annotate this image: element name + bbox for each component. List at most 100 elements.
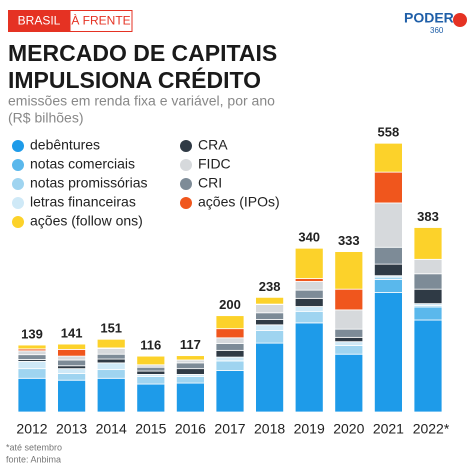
bar-segment — [255, 330, 285, 344]
x-tick-label: 2020 — [333, 421, 364, 437]
legend-swatch — [180, 159, 192, 171]
bar-segment — [175, 382, 205, 413]
total-label: 333 — [338, 233, 360, 248]
bar-segment — [334, 336, 364, 343]
bar-segment — [255, 342, 285, 413]
tag-box — [69, 10, 133, 32]
bar-segment — [334, 353, 364, 413]
bar-segment — [96, 348, 126, 355]
bar-segment — [136, 366, 166, 372]
x-tick-label: 2014 — [96, 421, 127, 437]
chart-subtitle: (R$ bilhões) — [8, 110, 83, 126]
bar-segment — [294, 306, 324, 312]
bar-segment — [373, 279, 403, 293]
bar-segment — [17, 344, 47, 350]
bar-segment — [294, 278, 324, 282]
total-label: 141 — [61, 326, 83, 341]
bar-segment — [413, 227, 443, 260]
bar-segment — [334, 288, 364, 311]
bar-segment — [413, 319, 443, 413]
bar-segment — [373, 142, 403, 173]
bar-segment — [136, 375, 166, 385]
bar-segment — [136, 383, 166, 413]
logo-dot — [453, 13, 467, 27]
legend-swatch — [180, 178, 192, 190]
legend-swatch — [12, 178, 24, 190]
chart-title: MERCADO DE CAPITAIS — [8, 40, 277, 66]
legend-label: ações (IPOs) — [198, 194, 280, 210]
bar-segment — [57, 368, 86, 374]
total-label: 117 — [180, 337, 201, 352]
bar-segment — [57, 359, 86, 367]
bar-segment — [294, 247, 324, 279]
bar-segment — [413, 288, 443, 305]
legend-label: notas comerciais — [30, 156, 135, 172]
footnote: *até setembro — [6, 442, 62, 452]
bar-segment — [96, 377, 126, 413]
legend-label: CRI — [198, 175, 222, 191]
legend-swatch — [12, 140, 24, 152]
bar-segment — [175, 362, 205, 370]
bar-segment — [96, 358, 126, 364]
total-label: 340 — [298, 230, 320, 245]
bar-segment — [294, 297, 324, 307]
bar-segment — [136, 355, 166, 366]
bar-segment — [215, 315, 245, 330]
legend-label: notas promissórias — [30, 175, 148, 191]
tag: BRASIL — [18, 14, 61, 28]
footnote: fonte: Anbima — [6, 454, 61, 464]
total-label: 558 — [378, 125, 400, 140]
bar-segment — [215, 360, 245, 371]
bar-segment — [215, 337, 245, 345]
legend-swatch — [12, 159, 24, 171]
bar-segment — [57, 365, 86, 370]
x-tick-label: 2017 — [214, 421, 245, 437]
legend-label: letras financeiras — [30, 194, 136, 210]
bar-segment — [334, 328, 364, 338]
logo: PODER — [404, 10, 454, 26]
total-label: 151 — [100, 321, 122, 336]
x-tick-label: 2016 — [175, 421, 206, 437]
bar-segment — [294, 281, 324, 291]
total-label: 200 — [219, 297, 241, 312]
tag-box — [8, 10, 70, 32]
bar-segment — [334, 309, 364, 330]
bar-segment — [96, 362, 126, 371]
chart-subtitle: emissões em renda fixa e variável, por a… — [8, 93, 275, 109]
x-tick-label: 2022* — [413, 421, 450, 437]
bar-segment — [57, 379, 86, 413]
x-tick-label: 2012 — [16, 421, 47, 437]
total-label: 139 — [21, 326, 43, 341]
bar-segment — [175, 355, 205, 361]
bar-segment — [57, 343, 86, 350]
bar-segment — [215, 356, 245, 362]
bar-segment — [255, 304, 285, 314]
bar-segment — [413, 258, 443, 275]
bar-segment — [175, 359, 205, 364]
bar-segment — [373, 292, 403, 413]
bar-segment — [255, 296, 285, 305]
bar-segment — [334, 345, 364, 355]
total-label: 116 — [140, 338, 161, 353]
x-tick-label: 2019 — [294, 421, 325, 437]
bar-segment — [17, 368, 47, 379]
legend-label: ações (follow ons) — [30, 213, 143, 229]
legend-label: FIDC — [198, 156, 231, 172]
bar-segment — [57, 373, 86, 381]
total-label: 383 — [417, 209, 439, 224]
bar-segment — [17, 354, 47, 360]
bar-segment — [413, 273, 443, 290]
bar-segment — [334, 251, 364, 290]
bar-segment — [255, 324, 285, 331]
bar-segment — [373, 246, 403, 265]
bar-segment — [255, 312, 285, 320]
bar-segment — [215, 370, 245, 413]
bar-segment — [334, 341, 364, 346]
legend-swatch — [12, 216, 24, 228]
tag: À FRENTE — [71, 13, 130, 28]
legend-swatch — [180, 197, 192, 209]
bar-segment — [17, 350, 47, 356]
legend-label: CRA — [198, 137, 228, 153]
bar-segment — [215, 328, 245, 339]
bar-segment — [373, 202, 403, 248]
